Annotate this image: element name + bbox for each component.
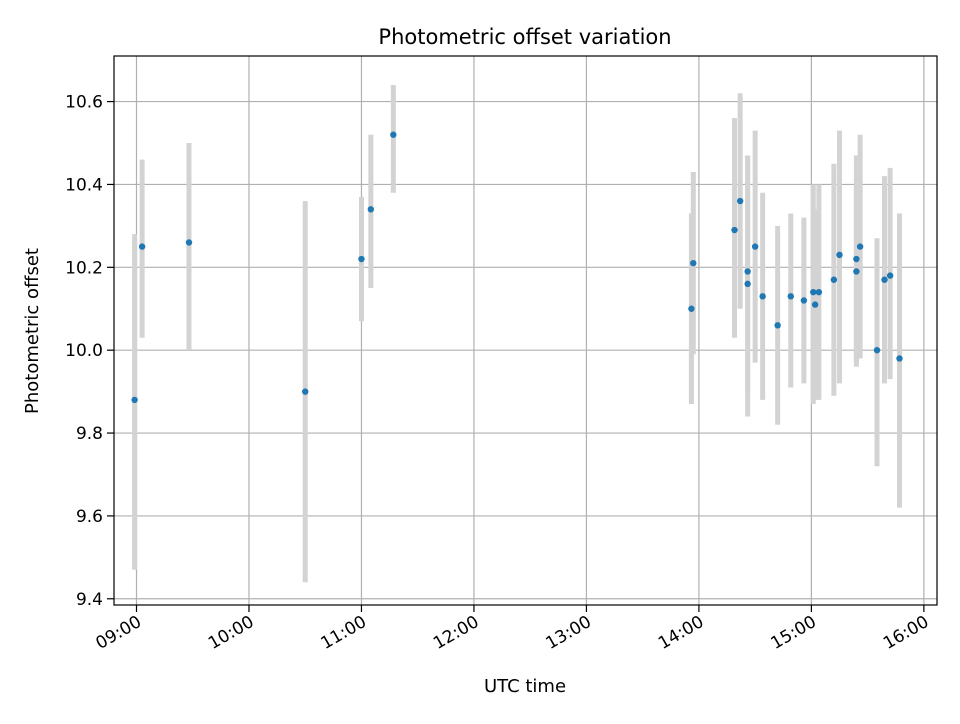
data-point: [751, 243, 759, 250]
data-point: [390, 131, 397, 138]
y-tick-label: 9.6: [76, 507, 103, 527]
data-point: [873, 346, 881, 354]
data-point: [836, 251, 843, 259]
data-point: [744, 280, 751, 288]
grid-layer: [114, 56, 937, 605]
data-point: [736, 197, 744, 205]
data-point: [131, 396, 138, 404]
plot-frame: [113, 55, 938, 606]
y-tick-label: 10.6: [65, 93, 103, 113]
data-point: [856, 243, 864, 250]
data-point: [185, 239, 193, 246]
data-point: [830, 276, 838, 283]
data-point: [744, 268, 751, 275]
point-layer: [131, 131, 903, 404]
chart-title: Photometric offset variation: [378, 25, 671, 49]
data-point: [787, 293, 794, 300]
x-axis-label: UTC time: [484, 676, 566, 697]
data-point: [690, 259, 697, 267]
data-point: [800, 297, 808, 304]
y-tick-label: 10.0: [65, 341, 103, 361]
data-point: [138, 243, 146, 250]
y-tick-label: 9.8: [76, 424, 103, 444]
data-point: [810, 288, 817, 296]
data-point: [774, 322, 781, 329]
data-point: [815, 288, 823, 296]
data-point: [302, 388, 309, 395]
data-point: [896, 355, 903, 362]
y-tick-label: 9.4: [76, 590, 103, 610]
data-point: [853, 255, 860, 263]
data-point: [881, 276, 888, 283]
data-point: [811, 301, 819, 308]
y-axis-label: Photometric offset: [22, 248, 43, 414]
data-point: [759, 293, 766, 300]
data-point: [731, 226, 738, 234]
data-point: [358, 255, 365, 263]
data-point: [853, 268, 860, 275]
y-tick-label: 10.2: [65, 258, 103, 278]
data-point: [367, 206, 375, 213]
y-tick-label: 10.4: [65, 175, 103, 195]
data-point: [688, 305, 695, 312]
data-point: [886, 272, 894, 279]
